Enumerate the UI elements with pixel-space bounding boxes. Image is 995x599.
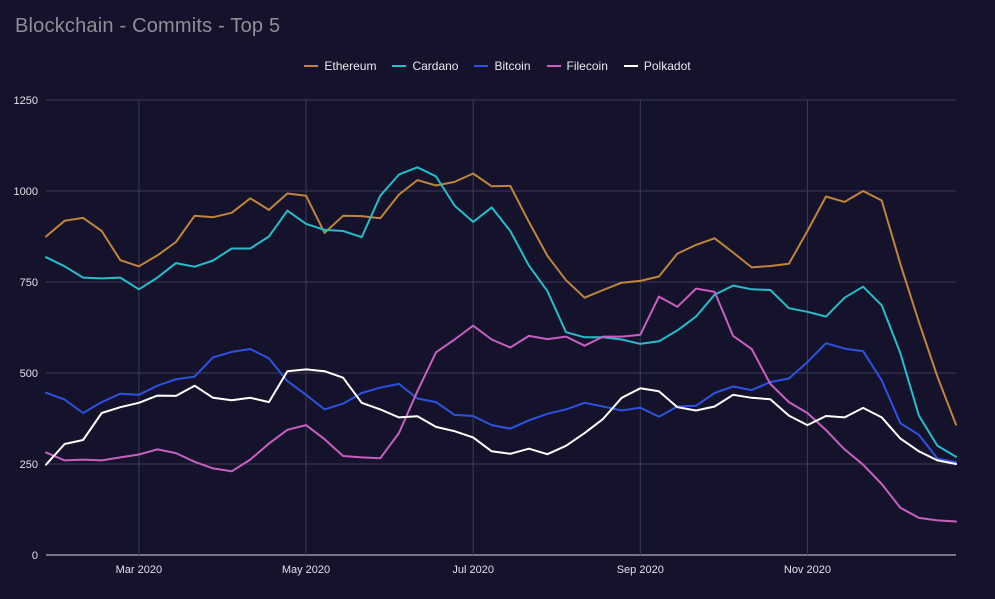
- y-tick-label: 250: [20, 459, 38, 471]
- series-line-filecoin: [45, 287, 957, 523]
- x-tick-label: Nov 2020: [784, 564, 831, 576]
- legend-item-cardano[interactable]: Cardano: [392, 59, 458, 73]
- legend-item-filecoin[interactable]: Filecoin: [546, 59, 608, 73]
- legend-swatch-ethereum: [304, 65, 319, 67]
- legend-item-bitcoin[interactable]: Bitcoin: [474, 59, 531, 73]
- x-tick-label: Mar 2020: [116, 564, 162, 576]
- x-tick-label: May 2020: [282, 564, 330, 576]
- series-line-bitcoin: [45, 342, 957, 464]
- y-tick-label: 1000: [14, 186, 38, 198]
- series-line-cardano: [45, 166, 957, 458]
- chart-legend: Ethereum Cardano Bitcoin Filecoin Polkad…: [0, 59, 995, 73]
- y-tick-label: 0: [32, 550, 38, 562]
- legend-swatch-bitcoin: [474, 65, 489, 67]
- x-tick-label: Jul 2020: [452, 564, 494, 576]
- legend-label-polkadot: Polkadot: [643, 59, 691, 73]
- series-line-polkadot: [45, 368, 957, 466]
- chart-title: Blockchain - Commits - Top 5: [15, 15, 281, 37]
- legend-label-cardano: Cardano: [412, 59, 459, 73]
- legend-label-filecoin: Filecoin: [566, 59, 608, 73]
- y-tick-label: 1250: [14, 95, 38, 107]
- x-tick-label: Sep 2020: [617, 564, 664, 576]
- legend-label-ethereum: Ethereum: [324, 59, 377, 73]
- legend-item-ethereum[interactable]: Ethereum: [304, 59, 376, 73]
- y-tick-label: 500: [20, 368, 38, 380]
- legend-item-polkadot[interactable]: Polkadot: [623, 59, 691, 73]
- series-line-ethereum: [45, 172, 957, 426]
- legend-swatch-polkadot: [623, 65, 638, 67]
- legend-swatch-cardano: [392, 65, 407, 67]
- y-tick-label: 750: [20, 277, 38, 289]
- legend-swatch-filecoin: [546, 65, 561, 67]
- legend-label-bitcoin: Bitcoin: [494, 59, 531, 73]
